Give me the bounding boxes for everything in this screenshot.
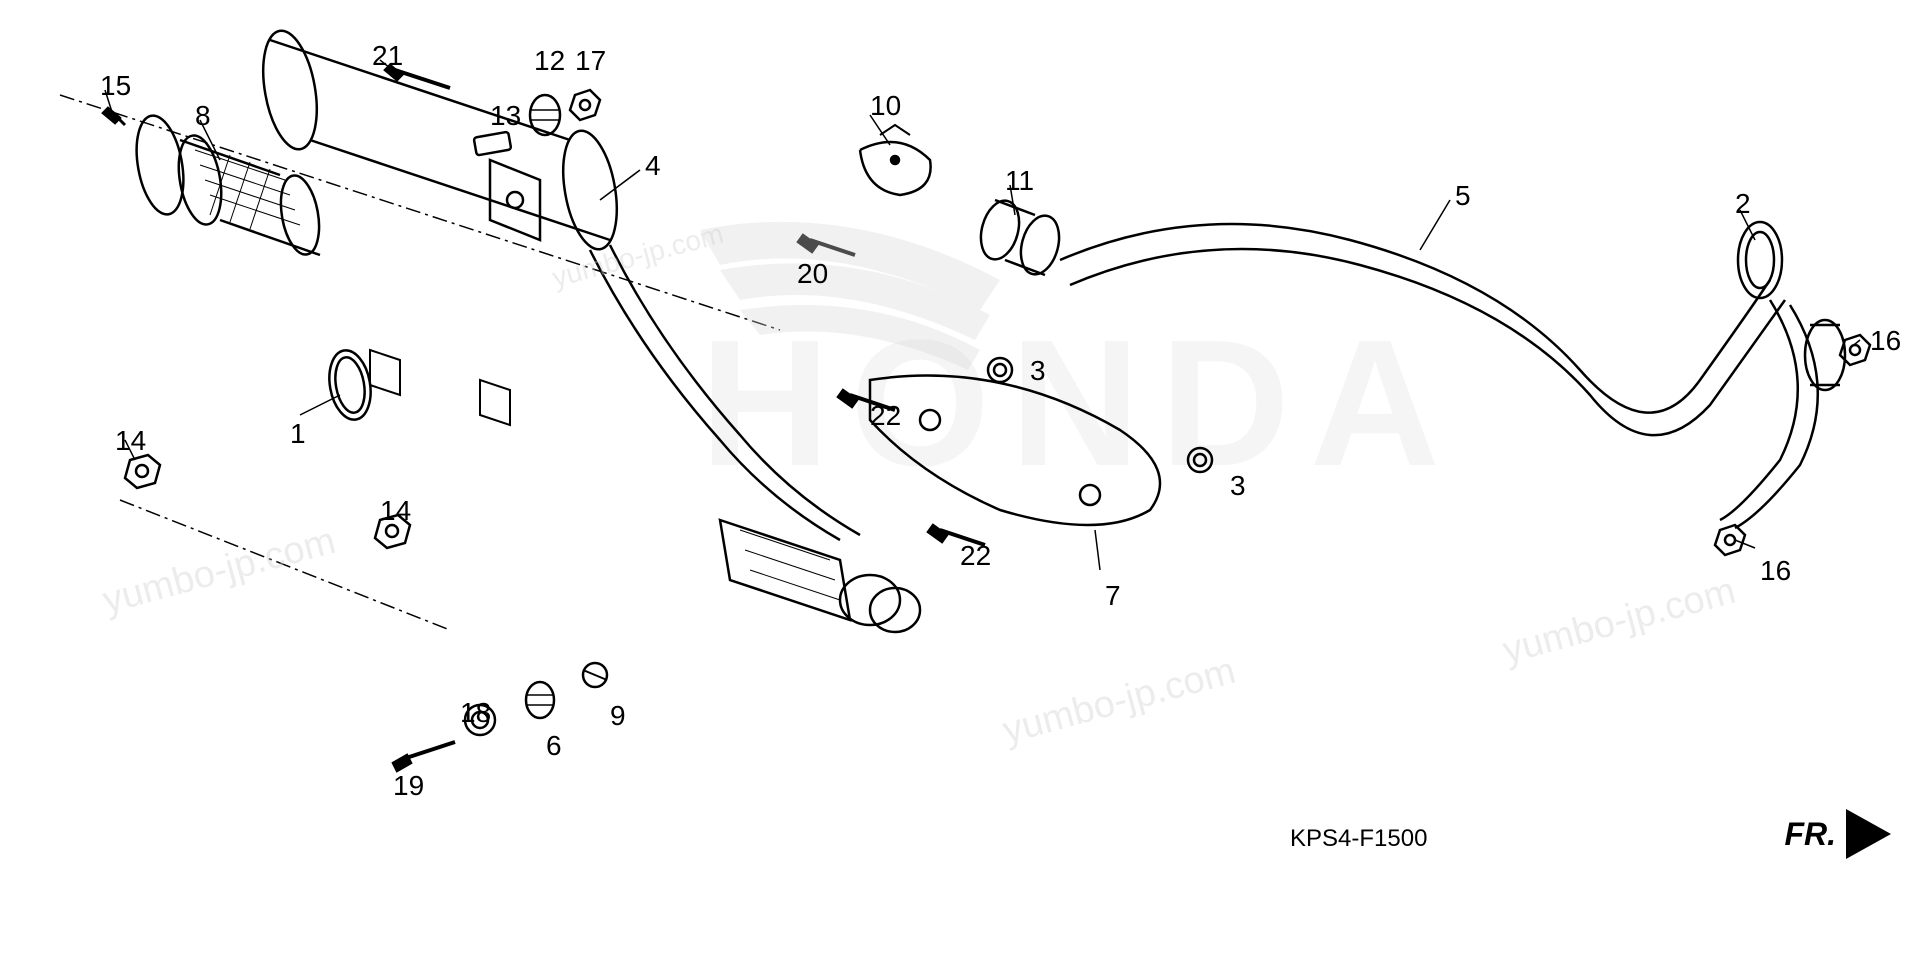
part-label-6: 6 (546, 730, 562, 762)
part-label-10: 10 (870, 90, 901, 122)
part-label-19: 19 (393, 770, 424, 802)
part-label-15: 15 (100, 70, 131, 102)
part-label-14a: 14 (115, 425, 146, 457)
part-label-4: 4 (645, 150, 661, 182)
part-label-21: 21 (372, 40, 403, 72)
part-label-3b: 3 (1230, 470, 1246, 502)
part-label-14b: 14 (380, 495, 411, 527)
part-label-22a: 22 (870, 400, 901, 432)
part-label-20: 20 (797, 258, 828, 290)
part-label-16b: 16 (1760, 555, 1791, 587)
parts-diagram-container: HONDA (0, 0, 1921, 959)
part-label-13: 13 (490, 100, 521, 132)
part-label-3a: 3 (1030, 355, 1046, 387)
arrow-icon (1846, 809, 1891, 859)
direction-indicator: FR. (1784, 809, 1891, 859)
part-label-2: 2 (1735, 188, 1751, 220)
direction-label: FR. (1784, 816, 1836, 853)
part-label-22b: 22 (960, 540, 991, 572)
part-label-12: 12 (534, 45, 565, 77)
part-label-9: 9 (610, 700, 626, 732)
part-label-17: 17 (575, 45, 606, 77)
diagram-svg (0, 0, 1921, 959)
part-label-7: 7 (1105, 580, 1121, 612)
part-code-label: KPS4-F1500 (1290, 825, 1427, 853)
part-label-5: 5 (1455, 180, 1471, 212)
part-label-1: 1 (290, 418, 306, 450)
part-label-18: 18 (460, 697, 491, 729)
part-label-16a: 16 (1870, 325, 1901, 357)
part-label-8: 8 (195, 100, 211, 132)
part-label-11: 11 (1005, 165, 1034, 197)
